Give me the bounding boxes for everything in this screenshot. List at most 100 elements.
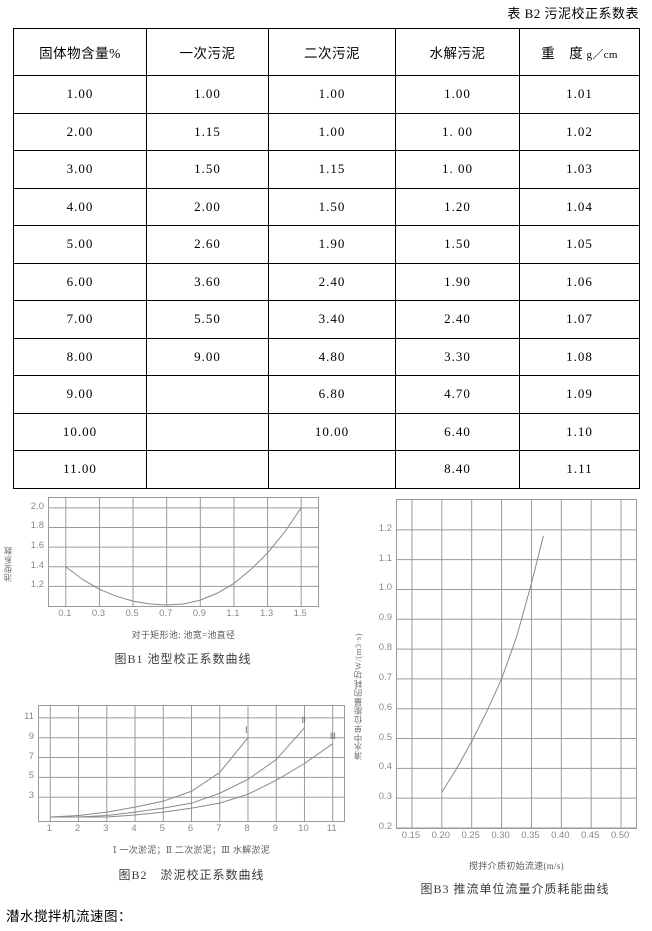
table-cell: 1. 00 — [395, 150, 520, 189]
table-cell: 1.20 — [395, 187, 520, 226]
table-row: 6.00 3.60 2.40 1.90 1.06 — [13, 262, 640, 301]
table-cell: 1.90 — [395, 262, 520, 301]
table-cell: 2.40 — [395, 300, 520, 339]
y-tick-label: 0.2 — [378, 821, 392, 832]
table-title: 表 B2 污泥校正系数表 — [507, 6, 639, 21]
figure-b1-plot-area — [48, 497, 319, 607]
column-header-secondary-sludge: 二次污泥 — [268, 28, 396, 76]
y-tick-label: 0.8 — [378, 642, 392, 654]
data-series-line — [441, 535, 544, 793]
table-cell: 1.15 — [146, 112, 269, 151]
x-tick-label: 6 — [187, 823, 194, 834]
data-series-line — [50, 737, 249, 818]
x-tick-label: 0.9 — [192, 608, 206, 619]
table-cell: 1.02 — [519, 112, 640, 151]
table-cell: 1.00 — [268, 112, 396, 151]
x-tick-label: 1 — [46, 823, 52, 834]
table-row: 1.00 1.00 1.00 1.00 1.01 — [13, 75, 640, 114]
table-row: 10.00 10.00 6.40 1.10 — [13, 412, 640, 451]
x-tick-label: 0.25 — [461, 830, 480, 841]
x-tick-label: 0.45 — [580, 830, 600, 841]
table-cell: 11.00 — [13, 450, 147, 489]
table-cell: 1.09 — [519, 375, 640, 414]
column-header-solids-label: 固体物含量% — [39, 46, 121, 61]
x-tick-label: 5 — [159, 823, 165, 834]
table-row: 2.00 1.15 1.00 1. 00 1.02 — [13, 112, 640, 151]
column-header-primary-sludge: 一次污泥 — [146, 28, 269, 76]
table-cell: 4.00 — [13, 187, 147, 226]
figure-b1-y-axis-title: 池型系数 — [3, 546, 13, 582]
y-tick-label: 1.6 — [30, 540, 44, 552]
table-cell: 1.10 — [519, 412, 640, 451]
y-tick-label: 0.7 — [378, 671, 392, 683]
x-tick-label: 7 — [216, 823, 222, 834]
x-tick-label: 4 — [131, 823, 137, 834]
y-tick-label: 1.4 — [30, 559, 44, 571]
y-tick-label: 9 — [28, 730, 34, 742]
y-tick-label: 0.4 — [378, 761, 392, 773]
data-series-line — [50, 743, 333, 818]
table-cell: 1.90 — [268, 225, 396, 264]
y-tick-label: 11 — [24, 710, 34, 722]
series-label-Ⅲ: Ⅲ — [329, 730, 336, 741]
x-tick-label: 0.15 — [401, 830, 421, 841]
table-cell: 10.00 — [13, 412, 147, 451]
table-cell — [146, 450, 269, 489]
plot-b3-svg — [397, 500, 636, 828]
table-cell: 3.40 — [268, 300, 396, 339]
y-tick-label: 3 — [28, 790, 34, 802]
bottom-note: 潜水搅拌机流速图： — [6, 909, 132, 924]
table-cell: 1.06 — [519, 262, 640, 301]
x-tick-label: 0.20 — [431, 830, 451, 841]
table-cell: 1.01 — [519, 75, 640, 114]
x-tick-label: 8 — [244, 823, 250, 834]
y-tick-label: 1.1 — [378, 552, 392, 564]
table-cell: 7.00 — [13, 300, 147, 339]
table-cell: 1.50 — [268, 187, 396, 226]
table-cell: 3.30 — [395, 337, 520, 376]
table-cell: 1.00 — [395, 75, 520, 114]
table-cell: 2.40 — [268, 262, 396, 301]
table-cell: 1.11 — [519, 450, 640, 489]
figure-b1-x-axis-title: 对于矩形池: 池宽=池直径 — [131, 630, 236, 640]
y-tick-label: 1.2 — [30, 579, 44, 591]
table-cell: 4.80 — [268, 337, 396, 376]
table-cell: 6.00 — [13, 262, 147, 301]
x-tick-label: 1.1 — [226, 608, 240, 619]
series-label-Ⅱ: Ⅱ — [301, 714, 306, 725]
y-tick-label: 0.5 — [378, 731, 392, 743]
table-cell — [146, 375, 269, 414]
table-cell: 5.00 — [13, 225, 147, 264]
table-cell — [146, 412, 269, 451]
column-header-secondary-sludge-label: 二次污泥 — [304, 46, 360, 61]
x-tick-label: 0.1 — [58, 608, 72, 619]
y-tick-label: 0.9 — [378, 612, 392, 624]
y-tick-label: 1.2 — [378, 522, 392, 534]
x-tick-label: 3 — [103, 823, 109, 834]
table-cell: 1.08 — [519, 337, 640, 376]
table-cell: 6.80 — [268, 375, 396, 414]
figure-b2-plot-area — [38, 705, 345, 822]
x-tick-label: 11 — [326, 823, 337, 834]
table-cell: 1.50 — [395, 225, 520, 264]
x-tick-label: 0.50 — [610, 830, 630, 841]
table-cell: 1.05 — [519, 225, 640, 264]
table-cell: 2.00 — [13, 112, 147, 151]
plot-b2-svg — [39, 706, 344, 821]
table-cell: 8.40 — [395, 450, 520, 489]
y-tick-label: 1.8 — [30, 520, 44, 532]
table-cell: 3.00 — [13, 150, 147, 189]
column-header-density-label: 重 度 — [541, 46, 584, 61]
table-cell: 1.00 — [13, 75, 147, 114]
x-tick-label: 0.5 — [125, 608, 139, 619]
data-series-line — [50, 727, 305, 818]
table-row: 11.00 8.40 1.11 — [13, 450, 640, 489]
series-label-Ⅰ: Ⅰ — [244, 724, 248, 735]
column-header-hydrolyzed-sludge: 水解污泥 — [395, 28, 520, 76]
column-header-density: 重 度 g／cm — [519, 28, 640, 76]
column-header-solids: 固体物含量% — [13, 28, 147, 76]
table-cell: 6.40 — [395, 412, 520, 451]
table-cell: 1.50 — [146, 150, 269, 189]
table-row: 5.00 2.60 1.90 1.50 1.05 — [13, 225, 640, 264]
table-cell: 1. 00 — [395, 112, 520, 151]
